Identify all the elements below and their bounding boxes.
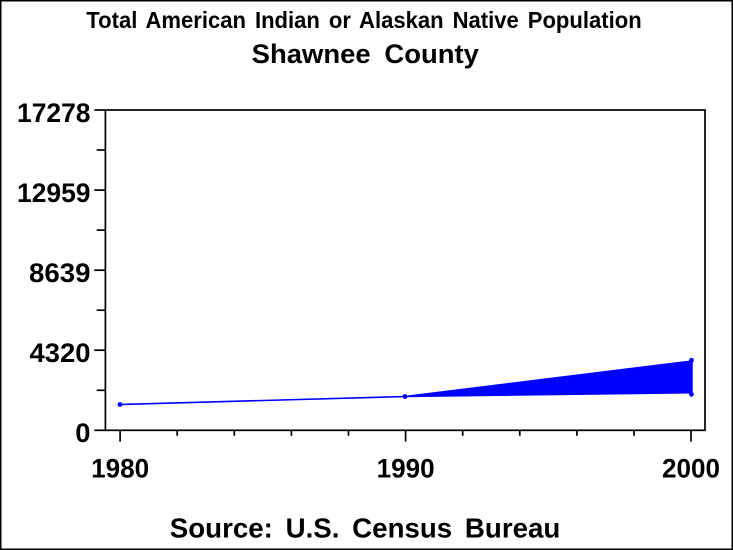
svg-text:Total American Indian or Alask: Total American Indian or Alaskan Native … bbox=[86, 7, 641, 33]
svg-text:2000: 2000 bbox=[662, 454, 720, 484]
svg-text:Shawnee County: Shawnee County bbox=[252, 39, 479, 69]
svg-text:4320: 4320 bbox=[30, 338, 91, 368]
svg-text:12959: 12959 bbox=[17, 178, 91, 208]
svg-text:0: 0 bbox=[75, 418, 90, 448]
svg-text:1980: 1980 bbox=[91, 454, 149, 484]
svg-text:Source: U.S. Census Bureau: Source: U.S. Census Bureau bbox=[170, 513, 561, 544]
svg-text:17278: 17278 bbox=[17, 98, 91, 128]
svg-text:8639: 8639 bbox=[29, 258, 91, 288]
svg-text:1990: 1990 bbox=[377, 454, 435, 484]
